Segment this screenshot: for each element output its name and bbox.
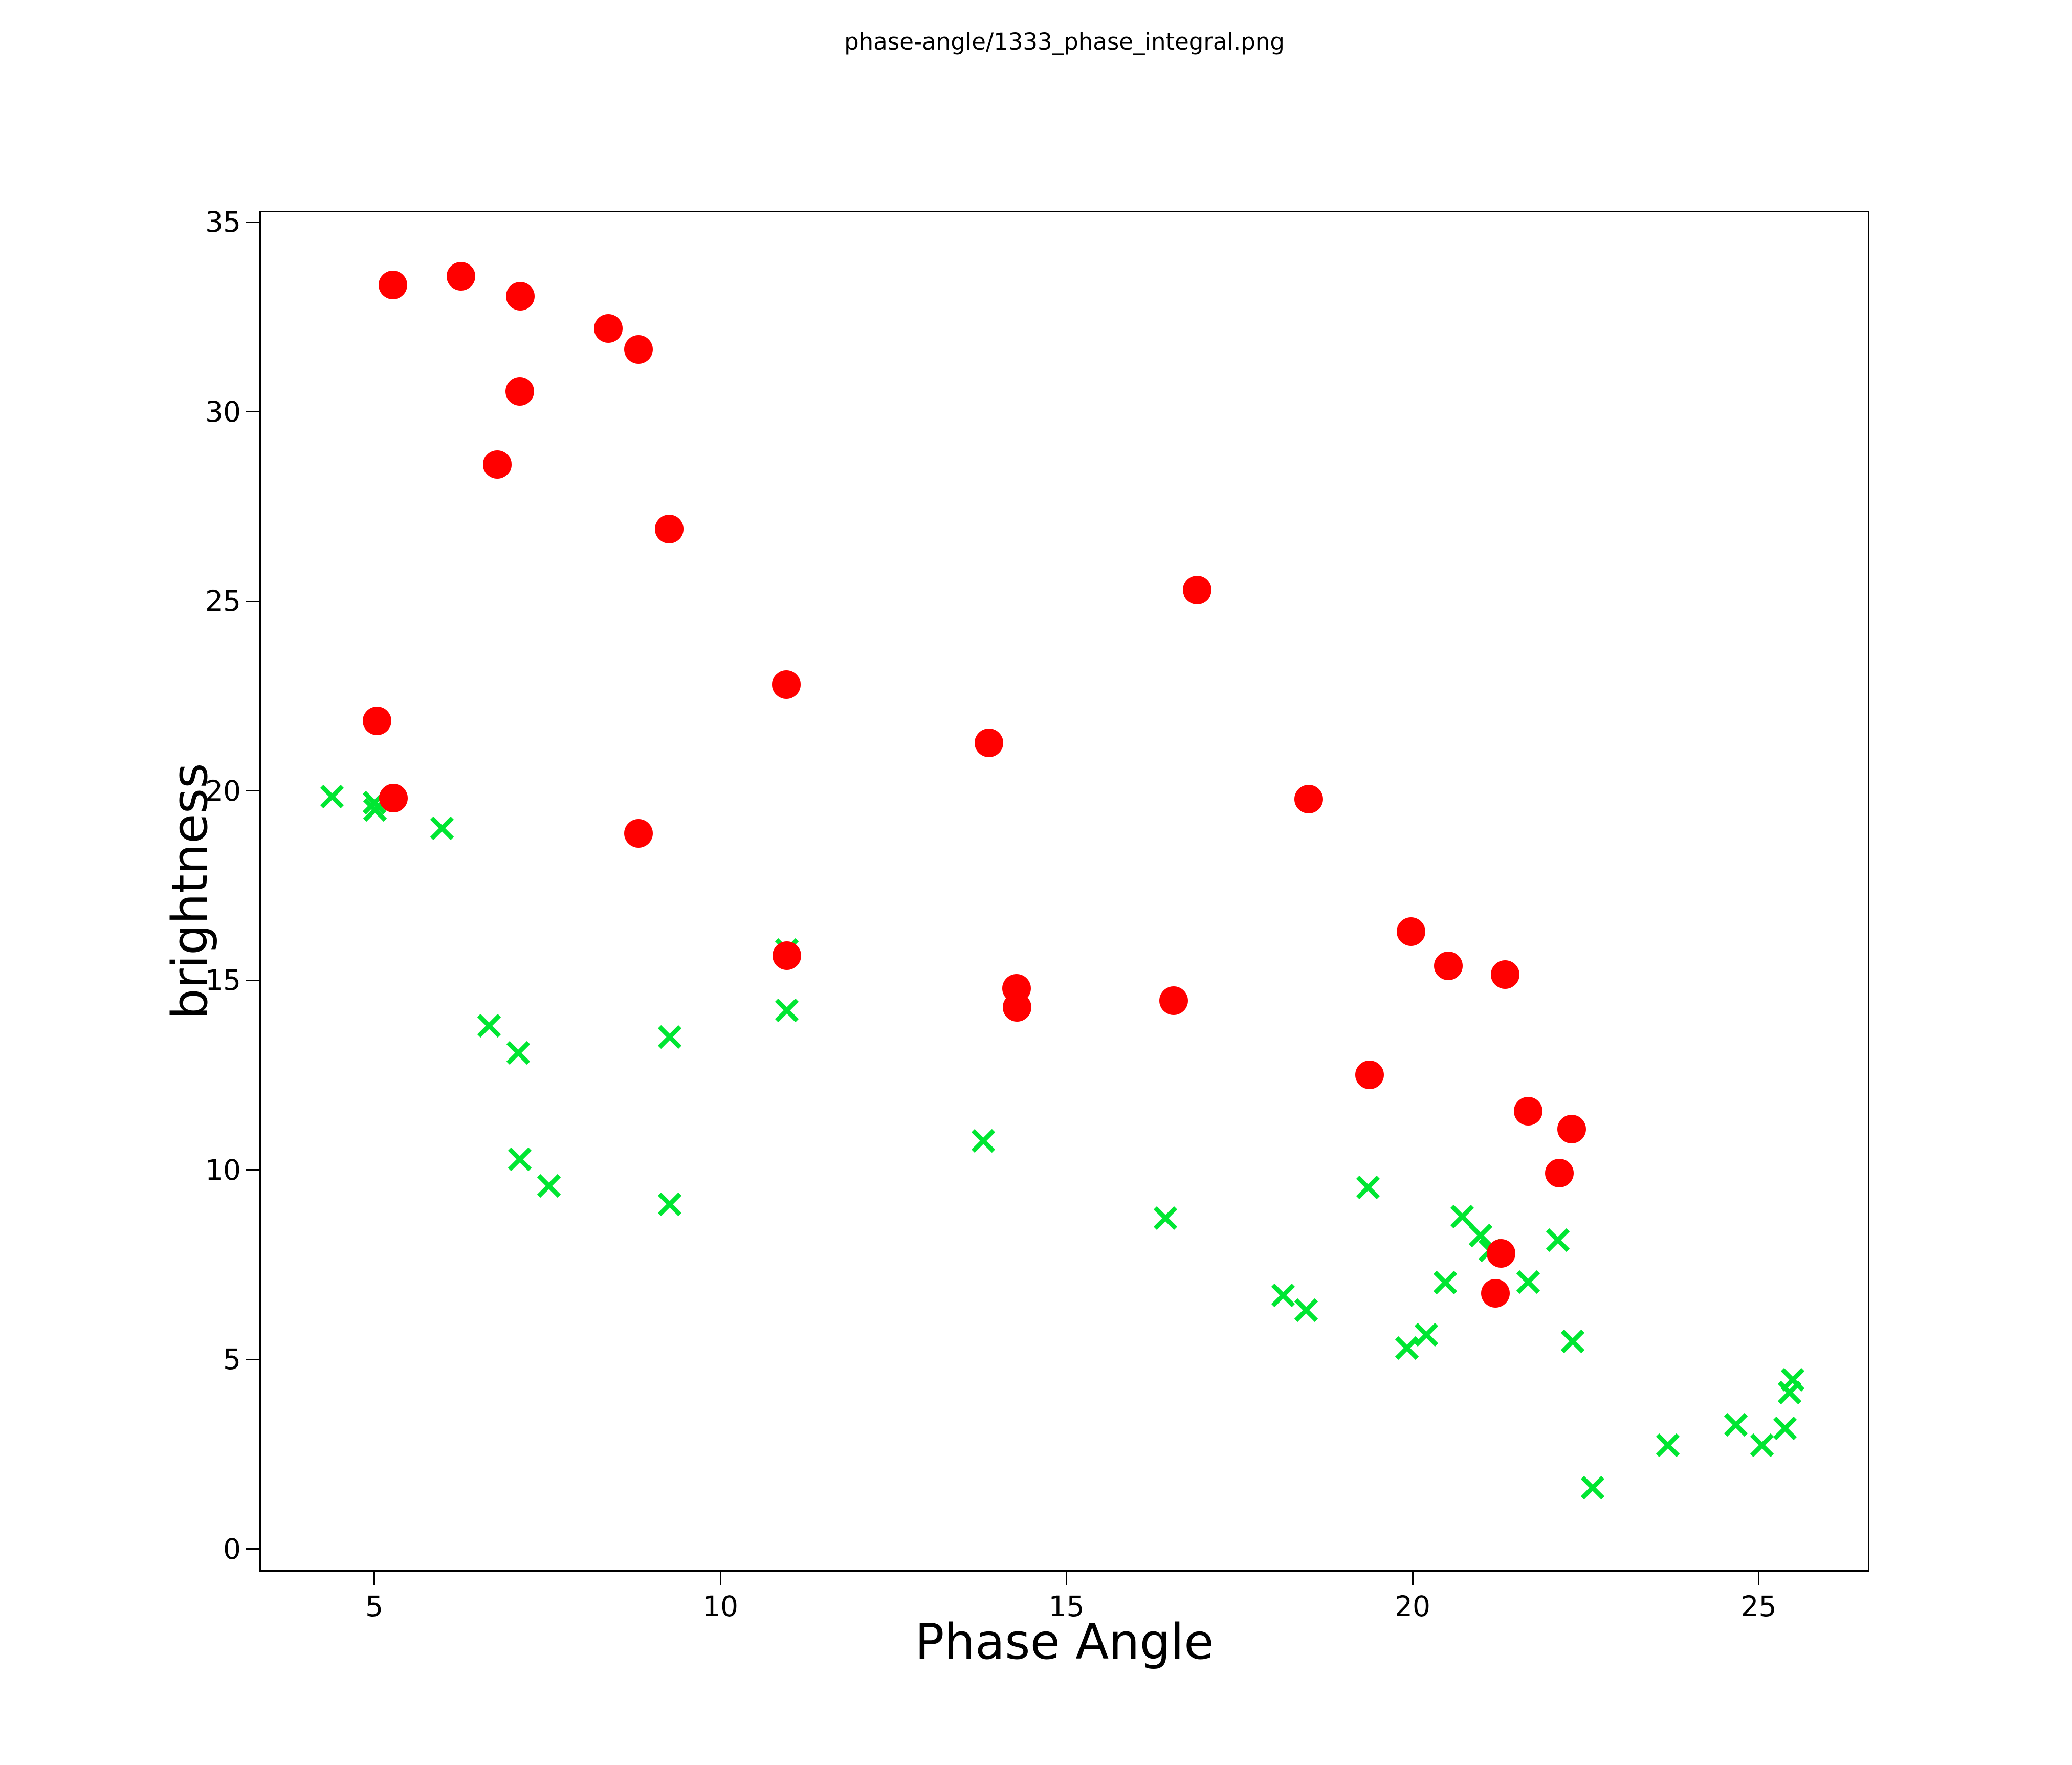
y-tick-mark	[246, 1548, 259, 1550]
y-tick-mark	[246, 1169, 259, 1171]
red-circle-marker	[1545, 1158, 1574, 1187]
green-x-marker	[1516, 1270, 1540, 1294]
x-tick-label: 20	[1395, 1590, 1431, 1623]
red-circle-marker	[379, 271, 408, 300]
x-tick-mark	[1412, 1572, 1414, 1585]
green-x-marker	[320, 784, 344, 808]
x-tick-mark	[1758, 1572, 1760, 1585]
red-circle-marker	[1183, 575, 1212, 604]
y-tick-label: 15	[205, 964, 241, 997]
red-circle-marker	[1397, 917, 1426, 946]
y-tick-label: 10	[205, 1153, 241, 1186]
green-x-marker	[1395, 1336, 1419, 1360]
red-circle-marker	[624, 335, 653, 364]
x-tick-label: 5	[365, 1590, 384, 1623]
green-x-marker	[1356, 1175, 1380, 1199]
green-x-marker	[477, 1014, 501, 1038]
green-x-marker	[1724, 1413, 1748, 1437]
red-circle-marker	[446, 262, 475, 291]
green-x-marker	[1415, 1322, 1439, 1347]
green-x-marker	[1778, 1381, 1802, 1405]
green-x-marker	[506, 1041, 530, 1065]
y-tick-label: 0	[223, 1532, 241, 1565]
y-tick-mark	[246, 979, 259, 981]
y-tick-label: 5	[223, 1343, 241, 1376]
x-axis-label: Phase Angle	[915, 1614, 1214, 1670]
y-axis-label: brightness	[162, 763, 218, 1020]
red-circle-marker	[1003, 993, 1032, 1022]
red-circle-marker	[1434, 951, 1463, 980]
red-circle-marker	[1491, 960, 1520, 989]
red-circle-marker	[654, 515, 684, 544]
x-tick-mark	[373, 1572, 376, 1585]
y-tick-label: 30	[205, 395, 241, 428]
y-tick-mark	[246, 411, 259, 413]
green-x-marker	[1468, 1223, 1492, 1247]
chart-title: phase-angle/1333_phase_integral.png	[844, 28, 1285, 55]
green-x-marker	[1656, 1433, 1680, 1457]
green-x-marker	[1271, 1283, 1295, 1307]
red-circle-marker	[483, 450, 512, 479]
red-circle-marker	[1557, 1114, 1586, 1143]
y-tick-label: 20	[205, 774, 241, 807]
green-x-marker	[1580, 1476, 1604, 1500]
red-circle-marker	[1481, 1279, 1510, 1308]
red-circle-marker	[1159, 986, 1188, 1016]
green-x-marker	[537, 1174, 561, 1198]
red-circle-marker	[363, 706, 391, 735]
red-circle-marker	[624, 819, 653, 848]
y-tick-label: 35	[205, 206, 241, 239]
x-tick-label: 10	[702, 1590, 739, 1623]
plot-area	[259, 211, 1869, 1572]
y-tick-mark	[246, 221, 259, 223]
green-x-marker	[1433, 1270, 1457, 1294]
red-circle-marker	[506, 281, 535, 311]
green-x-marker	[1294, 1298, 1318, 1322]
x-tick-mark	[719, 1572, 721, 1585]
red-circle-marker	[772, 670, 801, 699]
green-x-marker	[658, 1025, 682, 1049]
red-circle-marker	[772, 941, 801, 970]
red-circle-marker	[1294, 784, 1324, 813]
green-x-marker	[1773, 1416, 1797, 1440]
red-circle-marker	[379, 784, 408, 813]
x-tick-label: 15	[1048, 1590, 1085, 1623]
red-circle-marker	[1487, 1239, 1516, 1268]
green-x-marker	[1750, 1433, 1774, 1457]
red-circle-marker	[1513, 1097, 1542, 1126]
green-x-marker	[1546, 1228, 1570, 1252]
red-circle-marker	[975, 729, 1004, 758]
x-tick-mark	[1066, 1572, 1068, 1585]
green-x-marker	[658, 1193, 682, 1217]
y-tick-mark	[246, 790, 259, 792]
green-x-marker	[775, 999, 799, 1023]
red-circle-marker	[505, 377, 534, 406]
red-circle-marker	[593, 314, 623, 343]
green-x-marker	[1560, 1330, 1584, 1354]
y-tick-mark	[246, 1358, 259, 1360]
green-x-marker	[972, 1129, 996, 1153]
green-x-marker	[1450, 1204, 1474, 1228]
green-x-marker	[508, 1147, 532, 1171]
green-x-marker	[1154, 1206, 1178, 1230]
x-tick-label: 25	[1740, 1590, 1777, 1623]
y-tick-mark	[246, 600, 259, 602]
red-circle-marker	[1355, 1061, 1384, 1090]
green-x-marker	[430, 817, 454, 840]
y-tick-label: 25	[205, 585, 241, 618]
